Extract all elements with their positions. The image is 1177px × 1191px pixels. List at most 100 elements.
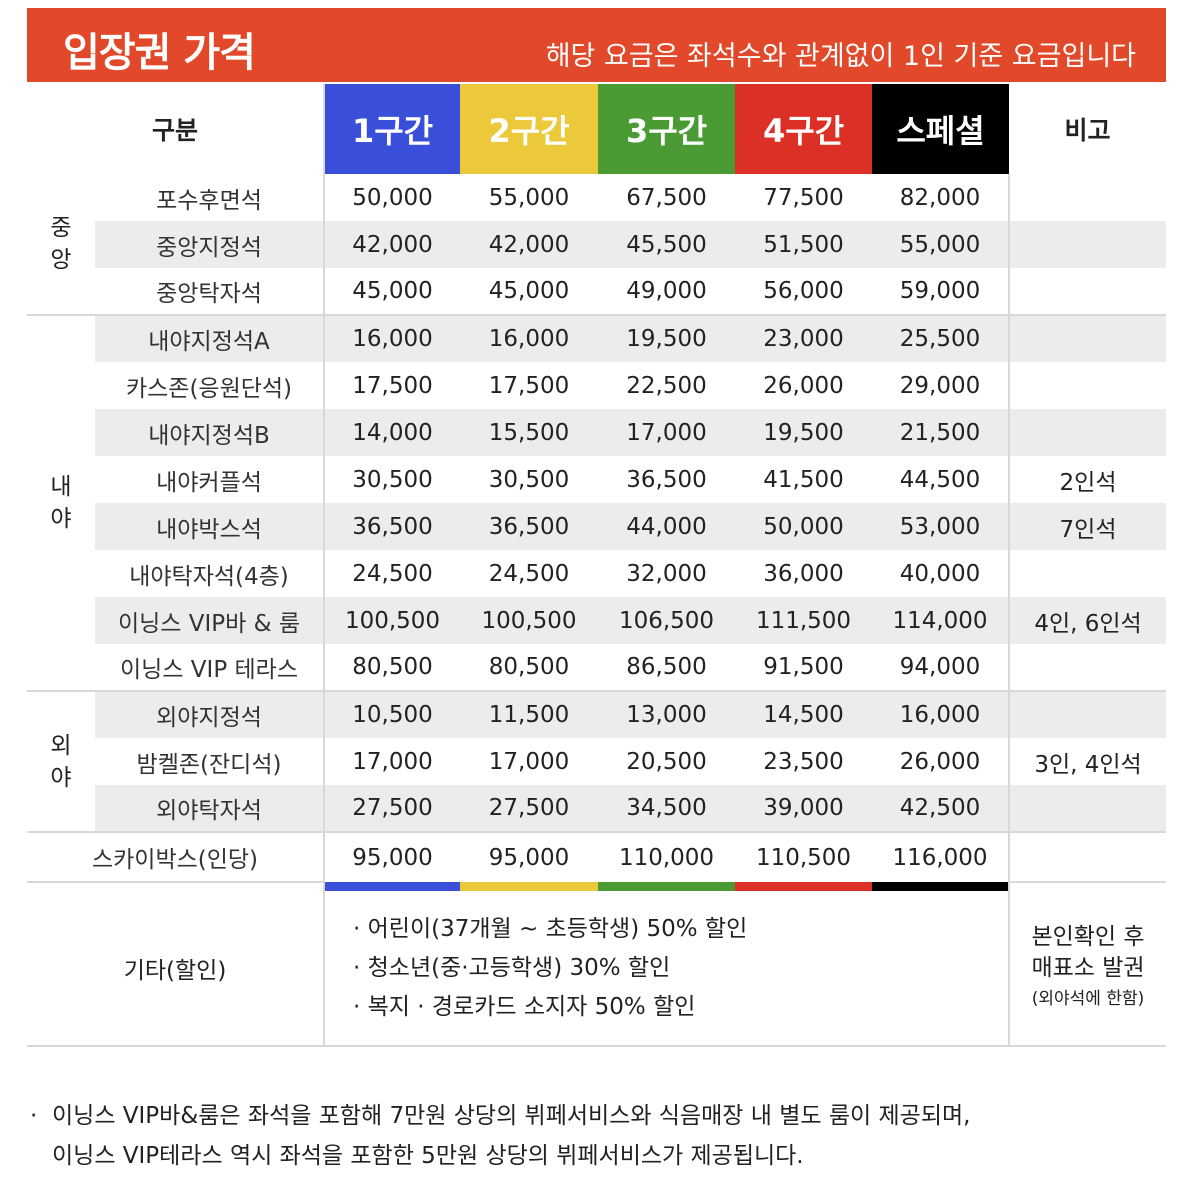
zone-color-swatch [460, 882, 599, 891]
header-zone-special: 스페셜 [872, 84, 1010, 174]
remark-cell [1008, 362, 1167, 409]
price-cell: 59,000 [872, 268, 1010, 316]
footer-line: 이닝스 VIP테라스 역시 좌석을 포함한 5만원 상당의 뷔페서비스가 제공됩… [30, 1136, 1160, 1176]
footer-notes: · 이닝스 VIP바&룸은 좌석을 포함해 7만원 상당의 뷔페서비스와 식음매장… [30, 1096, 1160, 1176]
price-cell: 80,500 [324, 644, 461, 692]
remark-cell [1008, 174, 1167, 221]
discount-remark-small: (외야석에 한함) [1031, 988, 1145, 1009]
price-cell: 19,500 [598, 315, 736, 362]
price-cell: 42,000 [324, 221, 461, 268]
seat-name: 중앙지정석 [95, 221, 326, 268]
price-cell: 24,500 [352, 560, 433, 587]
price-cell: 29,000 [899, 372, 981, 399]
price-cell: 20,500 [626, 748, 707, 775]
price-cell: 21,500 [872, 409, 1010, 456]
seat-name: 내야지정석A [95, 315, 326, 362]
price-cell: 106,500 [598, 597, 736, 644]
discount-label: 기타(할인) [27, 891, 326, 1047]
remark-cell [1008, 409, 1167, 456]
price-cell: 16,000 [324, 315, 461, 362]
price-cell: 116,000 [892, 844, 988, 871]
price-cell: 16,000 [460, 315, 599, 362]
price-cell: 114,000 [872, 597, 1010, 644]
discount-list: · 어린이(37개월 ~ 초등학생) 50% 할인 · 청소년(중·고등학생) 3… [324, 891, 1010, 1047]
price-cell: 67,500 [626, 184, 707, 211]
seat-name: 외야지정석 [95, 691, 326, 738]
price-cell: 45,500 [598, 221, 736, 268]
price-cell: 26,000 [899, 748, 981, 775]
price-cell: 56,000 [735, 268, 873, 316]
price-cell: 55,000 [872, 221, 1010, 268]
price-cell: 95,000 [352, 844, 433, 871]
group-label-char: 외 [50, 732, 72, 759]
price-cell: 24,500 [488, 560, 570, 587]
price-cell: 53,000 [872, 503, 1010, 550]
discount-item: · 복지 · 경로카드 소지자 50% 할인 [353, 993, 696, 1020]
seat-name: 포수후면석 [95, 174, 326, 221]
table-header-row: 구분 1구간 2구간 3구간 4구간 스페셜 비고 [27, 84, 1166, 174]
price-cell: 23,500 [763, 748, 844, 775]
price-cell: 82,000 [899, 184, 981, 211]
seat-name: 내야지정석B [95, 409, 326, 456]
footer-bullet: · [30, 1103, 38, 1129]
table-row: 중앙탁자석 45,000 45,000 49,000 56,000 59,000 [27, 268, 1167, 316]
price-cell: 91,500 [735, 644, 873, 692]
price-cell: 41,500 [763, 466, 844, 493]
seat-name: 중앙탁자석 [95, 268, 326, 316]
price-cell: 13,000 [598, 691, 736, 738]
discount-item: · 청소년(중·고등학생) 30% 할인 [353, 954, 671, 981]
group-label-char: 내 [50, 474, 72, 500]
price-cell: 45,000 [460, 268, 599, 316]
price-cell: 50,000 [352, 184, 433, 211]
price-cell: 22,500 [626, 372, 707, 399]
header-zone-4: 4구간 [735, 84, 873, 174]
skybox-row: 스카이박스(인당) 95,000 95,000 110,000 110,500 116,0… [27, 832, 1167, 882]
seat-name: 스카이박스(인당) [27, 832, 326, 882]
seat-name: 카스존(응원단석) [95, 362, 326, 409]
pricing-note: 해당 요금은 좌석수와 관계없이 1인 기준 요금입니다 [545, 41, 1136, 72]
discount-row: 기타(할인) · 어린이(37개월 ~ 초등학생) 50% 할인 · 청소년(중·고… [27, 891, 1167, 1047]
discount-remark-line: 본인확인 후 [1031, 923, 1145, 950]
zone-color-bar [27, 881, 1167, 891]
header-remark: 비고 [1064, 116, 1111, 145]
remark-cell [1008, 221, 1167, 268]
seat-name: 내야커플석 [95, 456, 326, 503]
price-table: 구분 1구간 2구간 3구간 4구간 스페셜 비고 중 앙 포수후면석 50,000 5… [27, 84, 1167, 1047]
footer-line-text: 이닝스 VIP바&룸은 좌석을 포함해 7만원 상당의 뷔페서비스와 식음매장 … [52, 1103, 971, 1129]
price-cell: 36,500 [460, 503, 599, 550]
price-cell: 14,500 [735, 691, 873, 738]
zone-color-swatch [324, 882, 461, 891]
title-banner: 입장권 가격 해당 요금은 좌석수와 관계없이 1인 기준 요금입니다 [27, 8, 1166, 82]
discount-item: · 어린이(37개월 ~ 초등학생) 50% 할인 [353, 915, 748, 942]
price-cell: 95,000 [488, 844, 570, 871]
price-cell: 30,500 [488, 466, 570, 493]
price-cell: 14,000 [324, 409, 461, 456]
price-cell: 26,000 [763, 372, 844, 399]
table-row: 외야탁자석 27,500 27,500 34,500 39,000 42,500 [27, 785, 1167, 833]
seat-name: 이닝스 VIP 테라스 [95, 644, 326, 692]
price-cell: 25,500 [872, 315, 1010, 362]
remark-cell: 3인, 4인석 [1008, 738, 1167, 785]
header-zone-1: 1구간 [324, 84, 461, 174]
remark-cell [1008, 315, 1167, 362]
discount-remark-line: 매표소 발권 [1031, 954, 1145, 981]
price-cell: 51,500 [735, 221, 873, 268]
seat-name: 내야탁자석(4층) [95, 550, 326, 597]
remark-cell [1008, 691, 1167, 738]
table-row: 이닝스 VIP바 & 룸 100,500 100,500 106,500 111,500… [27, 597, 1167, 644]
seat-name: 외야탁자석 [95, 785, 326, 833]
price-cell: 17,000 [598, 409, 736, 456]
table-row: 밤켈존(잔디석) 17,000 17,000 20,500 23,500 26,000 3인… [27, 738, 1167, 785]
price-cell: 19,500 [735, 409, 873, 456]
price-cell: 36,500 [626, 466, 707, 493]
price-cell: 45,000 [324, 268, 461, 316]
price-cell: 42,000 [460, 221, 599, 268]
remark-cell: 2인석 [1008, 456, 1167, 503]
group-label-char: 야 [50, 764, 72, 791]
price-cell: 42,500 [872, 785, 1010, 833]
price-cell: 36,500 [324, 503, 461, 550]
price-cell: 100,500 [324, 597, 461, 644]
remark-cell: 7인석 [1008, 503, 1167, 550]
header-zone-2: 2구간 [460, 84, 599, 174]
